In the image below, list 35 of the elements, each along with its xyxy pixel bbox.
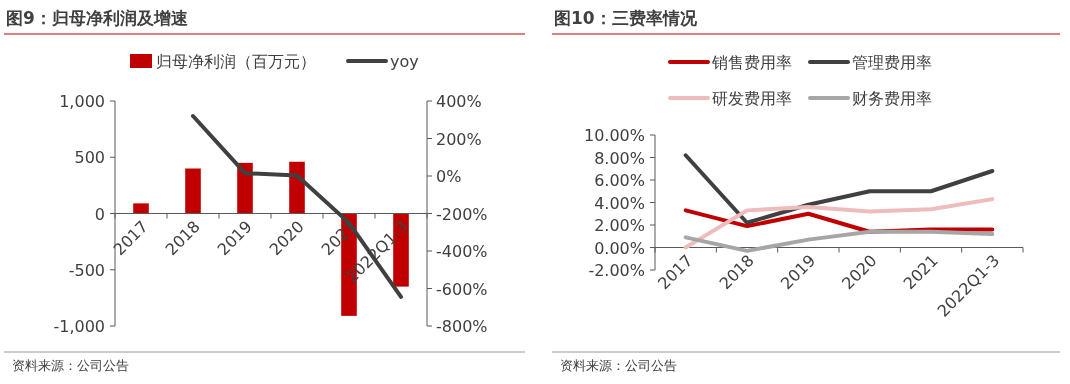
y2-tick-label: -200% bbox=[436, 204, 488, 224]
y-tick-label: 1,000 bbox=[59, 92, 105, 111]
y-tick-label: -2.00% bbox=[588, 261, 645, 280]
y-tick-label: -500 bbox=[68, 260, 105, 280]
y2-tick-label: -600% bbox=[436, 279, 488, 299]
chart-title: 图9：归母净利润及增速 bbox=[6, 8, 188, 28]
bar bbox=[185, 168, 201, 214]
chart-title: 图10：三费率情况 bbox=[554, 8, 698, 28]
y-tick-label: 0.00% bbox=[594, 238, 645, 258]
y-tick-label: 500 bbox=[74, 148, 105, 168]
y-tick-label: 10.00% bbox=[583, 126, 645, 145]
bar bbox=[133, 203, 149, 214]
text: 资料来源：公司公告 bbox=[12, 358, 129, 373]
legend-label: 管理费用率 bbox=[852, 53, 932, 72]
legend-label: 财务费用率 bbox=[852, 89, 932, 108]
y-tick-label: -1,000 bbox=[53, 317, 105, 336]
y-tick-label: 4.00% bbox=[594, 193, 645, 213]
y-tick-label: 2.00% bbox=[594, 216, 645, 235]
y-tick-label: 6.00% bbox=[594, 171, 645, 190]
legend-label: 研发费用率 bbox=[712, 89, 792, 108]
y2-tick-label: 400% bbox=[436, 92, 482, 111]
y2-tick-label: 200% bbox=[436, 129, 482, 149]
bar bbox=[289, 161, 305, 214]
line-series bbox=[683, 153, 995, 225]
y2-tick-label: -400% bbox=[436, 242, 488, 261]
line-series bbox=[683, 197, 995, 250]
y-tick-label: 0 bbox=[94, 204, 105, 224]
y2-tick-label: 0% bbox=[436, 167, 462, 186]
legend-label: 归母净利润（百万元） bbox=[156, 52, 316, 71]
text: 资料来源：公司公告 bbox=[560, 358, 677, 373]
legend-label: yoy bbox=[390, 52, 419, 71]
line-series bbox=[683, 229, 995, 253]
legend-label: 销售费用率 bbox=[711, 53, 792, 72]
y2-tick-label: -800% bbox=[436, 317, 488, 336]
y-tick-label: 8.00% bbox=[594, 148, 645, 168]
